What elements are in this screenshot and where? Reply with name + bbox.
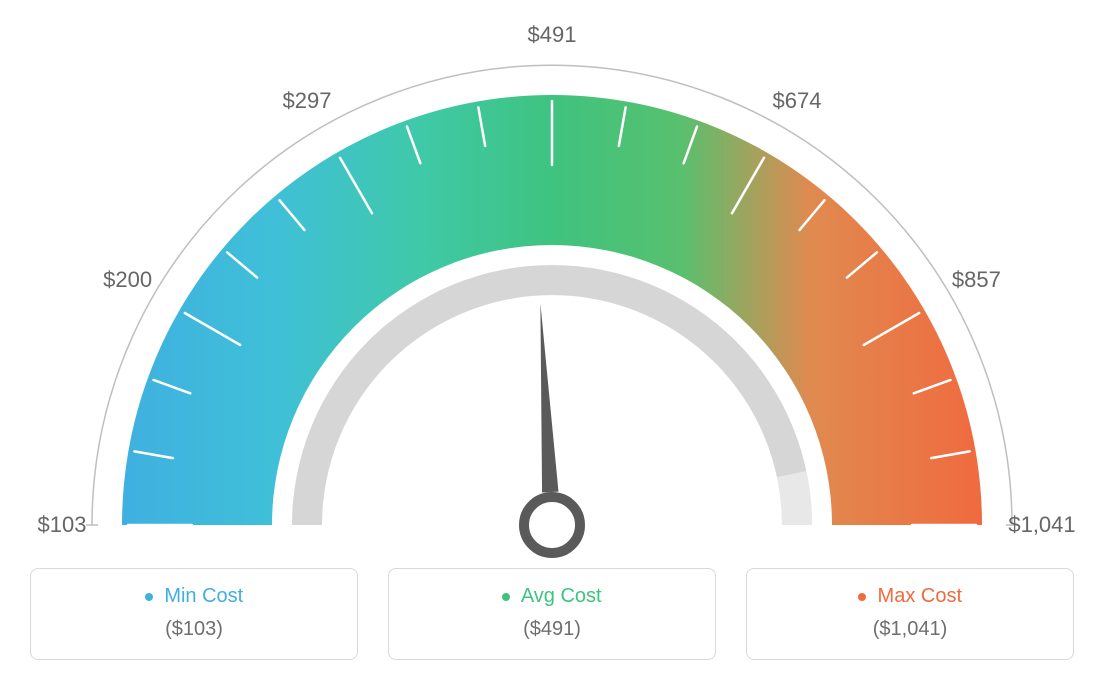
legend-avg-card: Avg Cost ($491) [388, 568, 716, 660]
legend-avg-label: Avg Cost [521, 585, 602, 607]
gauge-tick-label: $103 [38, 512, 87, 538]
gauge-tick-label: $857 [952, 267, 1001, 293]
gauge-tick-label: $674 [773, 88, 822, 114]
gauge-tick-label: $297 [283, 88, 332, 114]
legend-max-card: Max Cost ($1,041) [746, 568, 1074, 660]
dot-icon [858, 593, 866, 601]
legend-avg-value: ($491) [409, 618, 695, 641]
gauge-tick-label: $1,041 [1008, 512, 1075, 538]
dot-icon [145, 593, 153, 601]
gauge-tick-label: $200 [103, 267, 152, 293]
legend-avg-title: Avg Cost [409, 585, 695, 608]
legend-min-card: Min Cost ($103) [30, 568, 358, 660]
legend-max-label: Max Cost [878, 585, 962, 607]
legend-min-label: Min Cost [164, 585, 243, 607]
gauge-container: $103 $200 $297 $491 $674 $857 $1,041 Min Cost … [0, 0, 1104, 690]
gauge-tick-label: $491 [528, 22, 577, 48]
dot-icon [502, 593, 510, 601]
legend-min-value: ($103) [51, 618, 337, 641]
legend-row: Min Cost ($103) Avg Cost ($491) Max Cost… [30, 568, 1074, 660]
legend-min-title: Min Cost [51, 585, 337, 608]
gauge-chart: $103 $200 $297 $491 $674 $857 $1,041 [0, 0, 1104, 560]
legend-max-title: Max Cost [767, 585, 1053, 608]
legend-max-value: ($1,041) [767, 618, 1053, 641]
